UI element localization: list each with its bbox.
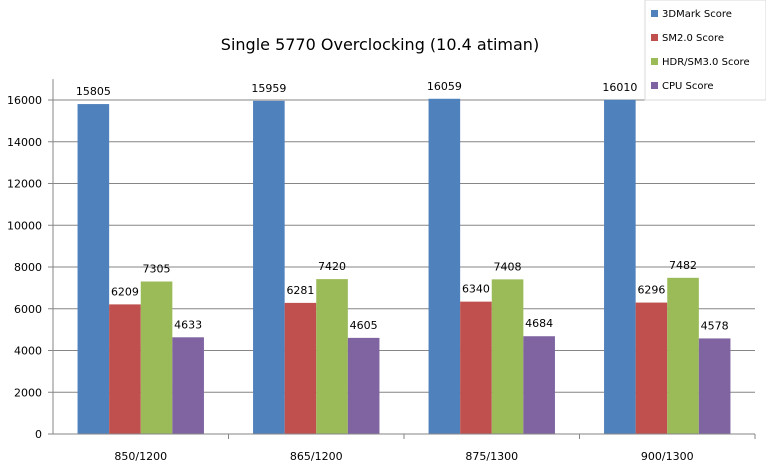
data-label: 7420 xyxy=(318,260,346,273)
data-label: 7408 xyxy=(494,260,522,273)
legend-label: CPU Score xyxy=(662,81,714,92)
legend-label: HDR/SM3.0 Score xyxy=(662,57,750,68)
y-tick-label: 6000 xyxy=(14,303,42,316)
x-tick-label: 875/1300 xyxy=(465,450,518,463)
bar-3dmark-score xyxy=(428,98,461,434)
bar-sm2-0-score xyxy=(635,302,668,434)
y-tick-label: 2000 xyxy=(14,386,42,399)
legend-label: 3DMark Score xyxy=(662,9,732,20)
legend-label: SM2.0 Score xyxy=(662,33,724,44)
bar-hdr-sm3-0-score xyxy=(316,279,348,434)
bar-hdr-sm3-0-score xyxy=(140,281,173,434)
data-label: 6209 xyxy=(111,285,139,298)
x-tick-label: 865/1200 xyxy=(290,450,343,463)
bar-3dmark-score xyxy=(77,104,110,435)
data-label: 16059 xyxy=(427,80,462,93)
data-label: 15805 xyxy=(76,85,111,98)
legend: 3DMark Score SM2.0 Score HDR/SM3.0 Score CP… xyxy=(644,0,766,101)
data-label: 6296 xyxy=(637,284,665,297)
bar-sm2-0-score xyxy=(109,304,141,434)
bar-sm2-0-score xyxy=(284,302,317,434)
bar-3dmark-score xyxy=(253,100,285,435)
bar-cpu-score xyxy=(698,338,731,434)
y-tick-label: 12000 xyxy=(7,178,42,191)
data-label: 4684 xyxy=(525,317,553,330)
data-label: 16010 xyxy=(602,81,637,94)
data-label: 4605 xyxy=(350,319,378,332)
bar-sm2-0-score xyxy=(460,301,492,434)
y-tick-label: 0 xyxy=(35,428,42,441)
data-label: 6281 xyxy=(286,284,314,297)
y-tick-label: 14000 xyxy=(7,136,42,149)
data-label: 7482 xyxy=(669,259,697,272)
bar-cpu-score xyxy=(172,337,204,434)
bars: 15805 6209 7305 4633 15959 6281 7420 4605 16059 6… xyxy=(76,80,731,435)
legend-swatch xyxy=(651,34,658,41)
x-tick-label: 900/1300 xyxy=(641,450,694,463)
y-tick-label: 4000 xyxy=(14,345,42,358)
legend-swatch xyxy=(651,58,658,65)
data-label: 15959 xyxy=(251,82,286,95)
axes: 0 2000 4000 6000 8000 10000 12000 14000 16000 850… xyxy=(7,79,756,463)
bar-cpu-score xyxy=(347,337,380,434)
legend-swatch xyxy=(651,82,658,89)
legend-box xyxy=(644,0,766,101)
x-tick-label: 850/1200 xyxy=(114,450,167,463)
legend-swatch xyxy=(651,10,658,17)
data-label: 4578 xyxy=(701,319,729,332)
y-tick-label: 8000 xyxy=(14,261,42,274)
data-label: 7305 xyxy=(143,263,171,276)
data-label: 6340 xyxy=(462,283,490,296)
y-tick-label: 10000 xyxy=(7,219,42,232)
bar-3dmark-score xyxy=(604,99,636,434)
bar-cpu-score xyxy=(523,336,555,434)
bar-hdr-sm3-0-score xyxy=(667,277,699,434)
chart-title: Single 5770 Overclocking (10.4 atiman) xyxy=(221,35,539,54)
bar-hdr-sm3-0-score xyxy=(491,279,524,434)
data-label: 4633 xyxy=(174,318,202,331)
y-tick-label: 16000 xyxy=(7,94,42,107)
